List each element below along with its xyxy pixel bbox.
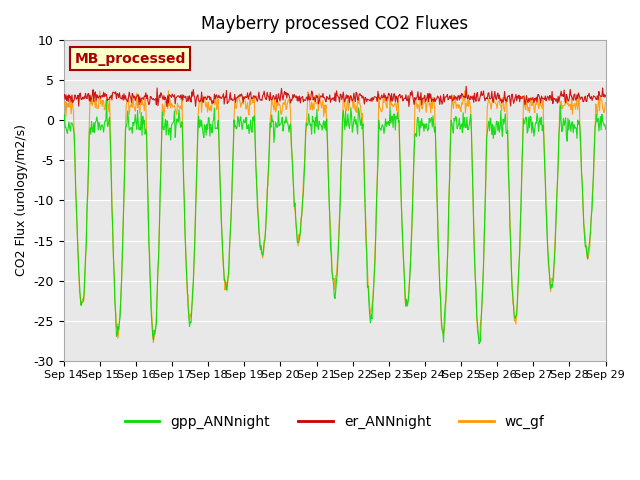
Title: Mayberry processed CO2 Fluxes: Mayberry processed CO2 Fluxes xyxy=(201,15,468,33)
Y-axis label: CO2 Flux (urology/m2/s): CO2 Flux (urology/m2/s) xyxy=(15,124,28,276)
Text: MB_processed: MB_processed xyxy=(74,51,186,66)
Legend: gpp_ANNnight, er_ANNnight, wc_gf: gpp_ANNnight, er_ANNnight, wc_gf xyxy=(119,409,550,434)
